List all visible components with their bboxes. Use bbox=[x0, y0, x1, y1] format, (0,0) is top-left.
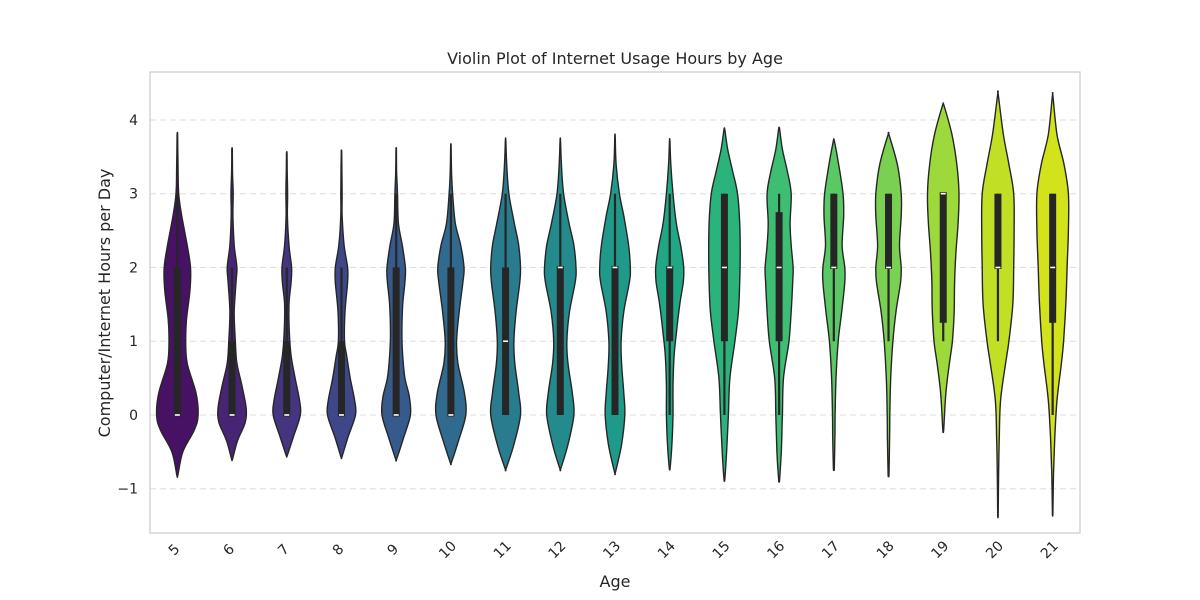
x-tick-label: 8 bbox=[330, 541, 348, 559]
plot-frame bbox=[149, 71, 1081, 534]
x-tick-label: 20 bbox=[983, 538, 1007, 562]
x-tick-label: 6 bbox=[220, 541, 238, 559]
x-tick-label: 12 bbox=[546, 538, 570, 562]
x-axis-ticks: 5 6 7 8 9 10 11 12 13 14 15 16 17 18 19 20 21 bbox=[166, 538, 1062, 562]
violins bbox=[155, 90, 1070, 519]
x-tick-label: 10 bbox=[436, 538, 460, 562]
y-tick-label: 2 bbox=[129, 260, 138, 276]
x-tick-label: 16 bbox=[764, 538, 788, 562]
iqr-box-10 bbox=[447, 267, 455, 415]
iqr-box-12 bbox=[556, 267, 564, 415]
x-tick-label: 19 bbox=[928, 538, 952, 562]
y-axis-ticks: −1 0 1 2 3 4 bbox=[117, 113, 138, 498]
x-axis-label: Age bbox=[600, 572, 631, 591]
iqr-box-21 bbox=[1049, 193, 1057, 323]
y-tick-label: 4 bbox=[129, 113, 138, 129]
iqr-box-7 bbox=[283, 341, 291, 415]
iqr-box-13 bbox=[611, 267, 619, 415]
iqr-box-16 bbox=[775, 212, 783, 342]
x-tick-label: 7 bbox=[275, 541, 293, 559]
iqr-box-6 bbox=[228, 341, 236, 415]
iqr-box-20 bbox=[994, 193, 1002, 268]
x-tick-label: 17 bbox=[819, 538, 843, 562]
y-tick-label: 0 bbox=[129, 408, 138, 424]
x-tick-label: 13 bbox=[600, 538, 624, 562]
x-tick-label: 21 bbox=[1038, 538, 1062, 562]
x-tick-label: 14 bbox=[655, 538, 679, 562]
iqr-box-9 bbox=[392, 267, 400, 415]
y-tick-label: 3 bbox=[129, 187, 138, 203]
chart-title: Violin Plot of Internet Usage Hours by A… bbox=[447, 49, 783, 68]
iqr-box-8 bbox=[337, 341, 345, 415]
x-tick-label: 11 bbox=[491, 538, 515, 562]
x-tick-label: 18 bbox=[874, 538, 898, 562]
iqr-box-5 bbox=[173, 267, 181, 415]
y-axis-label: Computer/Internet Hours per Day bbox=[95, 169, 114, 438]
x-tick-label: 15 bbox=[710, 538, 734, 562]
iqr-box-19 bbox=[939, 193, 947, 323]
y-tick-label: 1 bbox=[129, 334, 138, 350]
iqr-box-17 bbox=[830, 193, 838, 268]
y-tick-label: −1 bbox=[117, 482, 138, 498]
x-tick-label: 9 bbox=[385, 541, 403, 559]
iqr-box-14 bbox=[666, 267, 674, 342]
iqr-box-18 bbox=[885, 193, 893, 268]
x-tick-label: 5 bbox=[166, 541, 184, 559]
